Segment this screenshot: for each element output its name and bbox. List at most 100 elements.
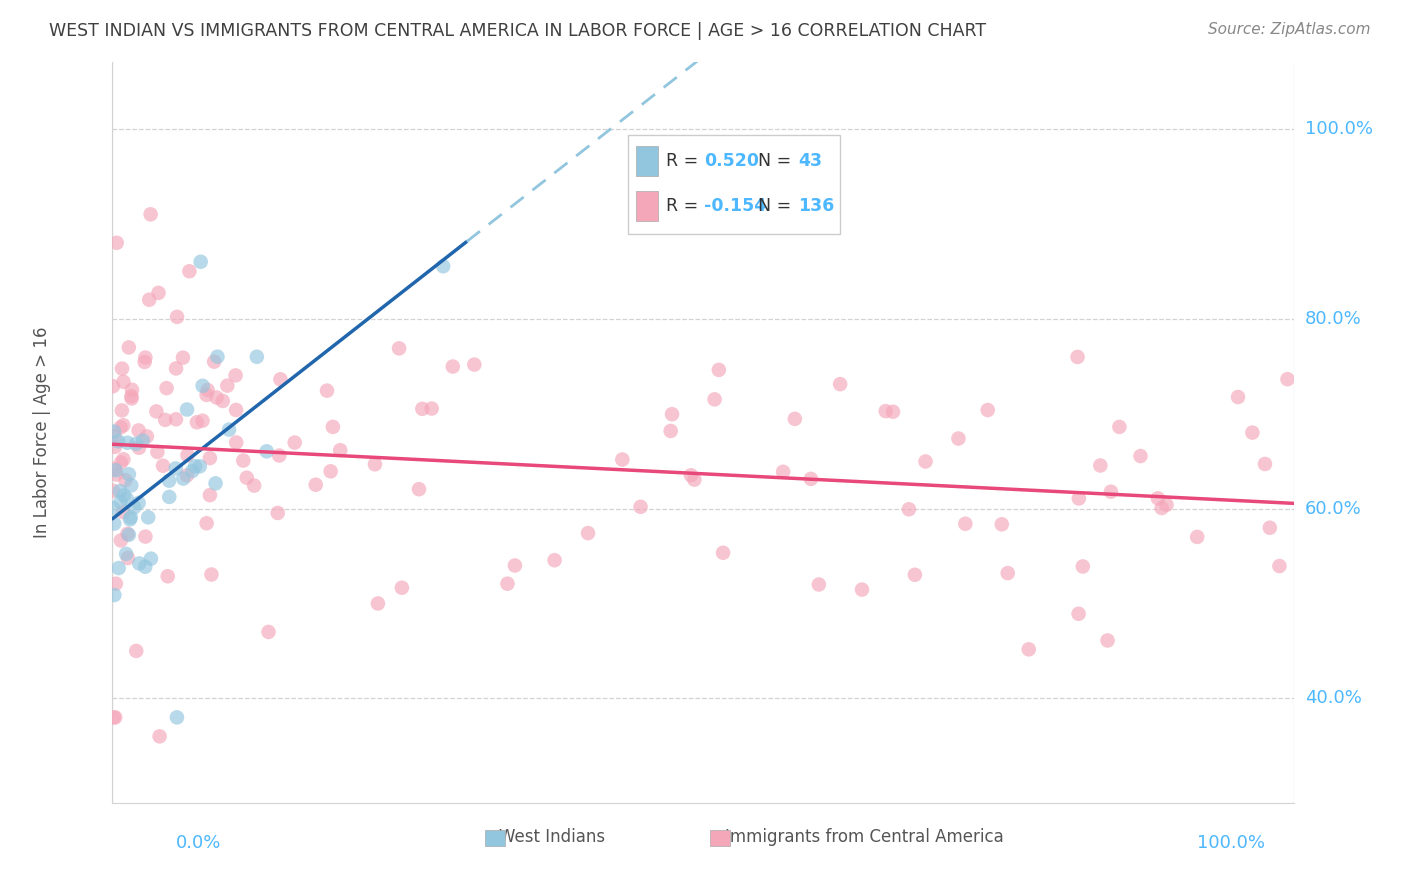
Point [132, 434, 155, 448]
Point [128, 496, 150, 510]
Point [205, 391, 228, 405]
Point [991, 517, 1014, 532]
Point [800, 472, 823, 486]
Point [166, 710, 188, 724]
Text: In Labor Force | Age > 16: In Labor Force | Age > 16 [32, 326, 51, 539]
Point [977, 403, 1000, 417]
Point [118, 512, 141, 526]
Point [107, 561, 129, 575]
Point [225, 368, 247, 383]
Point [679, 468, 702, 483]
Point [176, 448, 198, 462]
Text: 0.520: 0.520 [704, 153, 759, 170]
Point [612, 452, 634, 467]
Point [364, 457, 387, 471]
Point [118, 467, 141, 482]
Point [195, 388, 218, 402]
Point [146, 445, 169, 459]
Point [897, 502, 920, 516]
Point [200, 567, 222, 582]
Point [134, 355, 156, 369]
Point [165, 461, 187, 475]
Point [153, 413, 176, 427]
Point [225, 403, 247, 417]
Point [117, 435, 139, 450]
Point [184, 459, 207, 474]
Point [211, 393, 233, 408]
Point [157, 474, 180, 488]
Point [145, 404, 167, 418]
Point [1099, 484, 1122, 499]
Point [134, 559, 156, 574]
Point [807, 577, 830, 591]
Point [115, 491, 138, 506]
Point [411, 401, 433, 416]
Point [284, 435, 307, 450]
Point [875, 404, 897, 418]
Point [103, 588, 125, 602]
Point [110, 456, 132, 470]
Point [122, 500, 145, 515]
Point [112, 505, 135, 519]
Point [955, 516, 977, 531]
Point [176, 402, 198, 417]
Point [408, 482, 430, 496]
Point [125, 644, 148, 658]
Point [103, 710, 125, 724]
Point [197, 383, 219, 397]
Point [225, 435, 247, 450]
Point [319, 464, 342, 478]
Point [104, 440, 127, 454]
Text: Immigrants from Central America: Immigrants from Central America [725, 828, 1004, 846]
Point [904, 567, 927, 582]
Point [703, 392, 725, 407]
Point [115, 547, 138, 561]
Point [179, 264, 201, 278]
Point [103, 462, 125, 476]
Point [1147, 491, 1170, 506]
Point [707, 363, 730, 377]
Point [1018, 642, 1040, 657]
Point [204, 476, 226, 491]
Point [139, 551, 162, 566]
Point [108, 484, 131, 499]
Point [152, 458, 174, 473]
Point [217, 378, 239, 392]
Point [191, 378, 214, 392]
Bar [637, 146, 658, 177]
Point [198, 451, 221, 466]
Point [172, 472, 194, 486]
Point [157, 490, 180, 504]
Point [114, 473, 136, 487]
Point [316, 384, 339, 398]
Point [1067, 491, 1090, 506]
Point [128, 557, 150, 571]
Point [198, 488, 221, 502]
Text: N =: N = [758, 197, 790, 215]
Point [1090, 458, 1112, 473]
Point [997, 566, 1019, 580]
Point [134, 530, 156, 544]
Point [101, 483, 124, 498]
Point [772, 465, 794, 479]
Point [188, 459, 211, 474]
Point [218, 423, 240, 437]
Point [172, 351, 194, 365]
Point [191, 414, 214, 428]
Point [120, 478, 142, 492]
Point [134, 351, 156, 365]
Point [128, 441, 150, 455]
Point [1227, 390, 1250, 404]
Text: 0.0%: 0.0% [176, 834, 221, 852]
Point [948, 432, 970, 446]
Point [136, 510, 159, 524]
Point [166, 310, 188, 324]
Text: 100.0%: 100.0% [1198, 834, 1265, 852]
Point [683, 473, 706, 487]
Point [103, 516, 125, 531]
Point [1066, 350, 1088, 364]
Point [110, 420, 132, 434]
Point [388, 342, 411, 356]
Point [101, 501, 124, 516]
Point [503, 558, 526, 573]
